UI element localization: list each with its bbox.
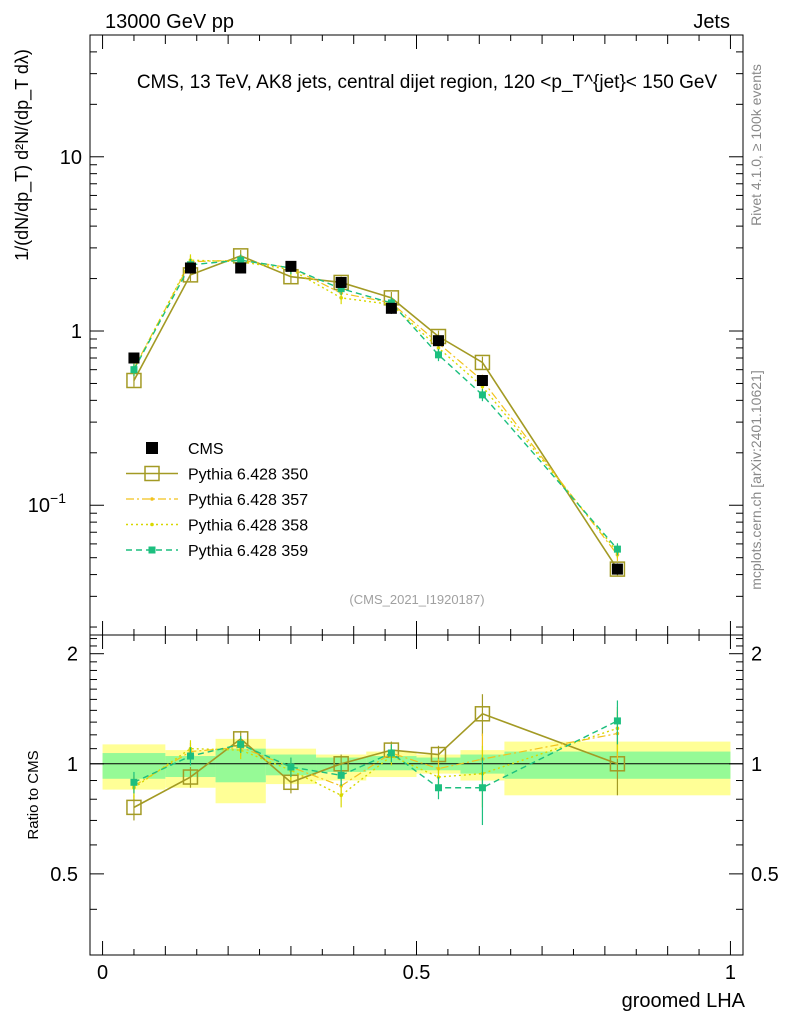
ratio-line-py359	[133, 720, 618, 789]
ratio-point-py359-7	[478, 784, 486, 792]
ratio-ytick-label-left-0: 0.5	[50, 864, 78, 886]
legend-marker-py350	[144, 465, 160, 482]
header-left: 13000 GeV pp	[105, 11, 234, 33]
main-point-py350-7	[474, 354, 491, 371]
main-point-cms-5	[385, 302, 397, 314]
legend-label-py357: Pythia 6.428 357	[188, 492, 308, 509]
chart-title: CMS, 13 TeV, AK8 jets, central dijet reg…	[137, 72, 718, 93]
main-point-cms-6	[432, 335, 444, 347]
xtick-label-0: 0	[97, 962, 108, 984]
main-point-cms-1	[184, 262, 196, 274]
main-point-py350-8	[609, 561, 626, 577]
main-point-cms-3	[285, 260, 297, 272]
main-series-py357	[132, 254, 620, 562]
ratio-point-py350-1	[182, 769, 199, 785]
ratio-point-py359-8	[613, 717, 621, 725]
legend-label-cms: CMS	[188, 441, 224, 458]
ylabel-main: 1/(dN/dp_T) d²N/(dp_T dλ)	[12, 49, 33, 261]
main-point-cms-0	[128, 352, 140, 364]
xtick-label-2: 1	[725, 962, 736, 984]
xtick-label-1: 0.5	[403, 962, 431, 984]
main-series-py358	[132, 254, 620, 559]
main-ytick-label-1: 1	[71, 321, 82, 343]
axes: 10−1 1 10 0.5 0.5 1 1 2 2 0 0.5 1	[28, 34, 779, 984]
ratio-point-py359-4	[337, 771, 345, 779]
legend: CMS Pythia 6.428 350 Pythia 6.428 357 Pythi…	[126, 441, 308, 560]
legend-marker-py358	[150, 522, 154, 527]
ratio-ytick-label-left-2: 2	[67, 644, 78, 666]
main-point-cms-8	[611, 563, 623, 575]
ratio-ytick-label-right-2: 2	[751, 644, 762, 666]
ratio-point-py350-0	[126, 799, 142, 816]
ylabel-ratio: Ratio to CMS	[25, 750, 42, 839]
main-point-py358-6	[436, 346, 441, 350]
watermark: (CMS_2021_I1920187)	[349, 592, 484, 607]
main-point-py359-2	[237, 256, 245, 264]
main-point-py359-8	[613, 545, 621, 553]
legend-marker-py359	[148, 546, 156, 554]
main-point-py358-4	[339, 296, 343, 300]
main-point-cms-2	[235, 262, 247, 274]
main-point-py359-4	[337, 285, 345, 293]
main-ytick-label-2: 10	[60, 147, 82, 169]
legend-marker-py357	[150, 497, 154, 501]
ratio-point-py359-2	[237, 740, 245, 748]
main-line-py357	[133, 259, 618, 556]
series-layer	[126, 248, 626, 826]
main-series-py359	[130, 254, 621, 556]
mcplots-label: mcplots.cern.ch [arXiv:2401.10621]	[748, 370, 764, 589]
legend-label-py350: Pythia 6.428 350	[188, 467, 308, 484]
rivet-label: Rivet 4.1.0, ≥ 100k events	[748, 64, 764, 226]
ratio-point-py359-3	[287, 763, 295, 771]
band-green-bin-1	[165, 756, 216, 778]
legend-label-py359: Pythia 6.428 359	[188, 543, 308, 560]
ratio-line-py358	[133, 727, 618, 797]
legend-marker-cms	[146, 442, 158, 454]
main-point-cms-4	[335, 276, 347, 288]
ratio-series-py350	[126, 694, 626, 821]
legend-label-py358: Pythia 6.428 358	[188, 518, 308, 535]
main-series-cms	[128, 260, 623, 575]
ratio-ytick-label-left-1: 1	[67, 754, 78, 776]
main-point-py359-7	[478, 391, 486, 399]
main-point-py359-0	[130, 366, 138, 374]
header-right: Jets	[693, 11, 730, 33]
xlabel: groomed LHA	[622, 990, 746, 1012]
ratio-point-py359-5	[387, 749, 395, 757]
ratio-ytick-label-right-0: 0.5	[751, 864, 779, 886]
ratio-point-py350-7	[474, 706, 491, 722]
ratio-point-py358-4	[339, 793, 343, 798]
main-point-cms-7	[476, 374, 488, 386]
ratio-series-py359	[130, 700, 621, 826]
main-ytick-label-0: 10−1	[28, 490, 66, 517]
ratio-point-py359-0	[130, 778, 138, 786]
main-point-py359-6	[434, 351, 442, 359]
ratio-point-py359-6	[434, 784, 442, 792]
ratio-ytick-label-right-1: 1	[751, 754, 762, 776]
ratio-point-py359-1	[186, 752, 194, 760]
